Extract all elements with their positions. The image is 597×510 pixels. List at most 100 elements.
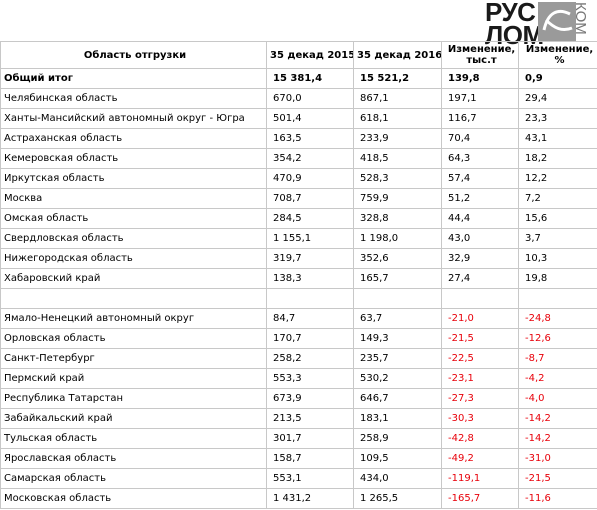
cell-y2015: 708,7: [266, 188, 354, 209]
cell-y2016: 1 198,0: [353, 228, 442, 249]
cell-region: Омская область: [0, 208, 267, 229]
header-region: Область отгрузки: [0, 41, 267, 69]
total-2016: 15 521,2: [353, 68, 442, 89]
table-row: Забайкальский край 213,5 183,1 -30,3 -14,2: [0, 408, 597, 429]
cell-region: Астраханская область: [0, 128, 267, 149]
total-region: Общий итог: [0, 68, 267, 89]
cell-y2015: 1 155,1: [266, 228, 354, 249]
cell-change-pct: -4,0: [518, 388, 597, 409]
cell-region: Ямало-Ненецкий автономный округ: [0, 308, 267, 329]
cell-region: Челябинская область: [0, 88, 267, 109]
cell-change-pct: 12,2: [518, 168, 597, 189]
cell-region: Москва: [0, 188, 267, 209]
cell-y2015: 301,7: [266, 428, 354, 449]
cell-region: Забайкальский край: [0, 408, 267, 429]
cell-y2015: 501,4: [266, 108, 354, 129]
cell-y2015: 84,7: [266, 308, 354, 329]
cell-y2015: 319,7: [266, 248, 354, 269]
table-row: Орловская область 170,7 149,3 -21,5 -12,6: [0, 328, 597, 349]
cell-change-pct: 29,4: [518, 88, 597, 109]
cell-y2015: 673,9: [266, 388, 354, 409]
cell-change-abs: -119,1: [441, 468, 519, 489]
cell-y2015: 170,7: [266, 328, 354, 349]
cell-y2016: 759,9: [353, 188, 442, 209]
cell-change-pct: -24,8: [518, 308, 597, 329]
cell-region: Пермский край: [0, 368, 267, 389]
empty-cell: [518, 288, 597, 309]
cell-change-abs: 44,4: [441, 208, 519, 229]
total-2015: 15 381,4: [266, 68, 354, 89]
cell-change-pct: 19,8: [518, 268, 597, 289]
total-row: Общий итог 15 381,4 15 521,2 139,8 0,9: [0, 68, 597, 89]
cell-y2016: 867,1: [353, 88, 442, 109]
cell-change-abs: -22,5: [441, 348, 519, 369]
empty-cell: [0, 288, 267, 309]
cell-region: Тульская область: [0, 428, 267, 449]
total-change-pct: 0,9: [518, 68, 597, 89]
cell-change-pct: 7,2: [518, 188, 597, 209]
header-change-pct: Изменение, %: [518, 41, 597, 69]
table-row: Санкт-Петербург 258,2 235,7 -22,5 -8,7: [0, 348, 597, 369]
table-row: Челябинская область 670,0 867,1 197,1 29,4: [0, 88, 597, 109]
cell-y2016: 183,1: [353, 408, 442, 429]
cell-y2016: 528,3: [353, 168, 442, 189]
cell-y2016: 434,0: [353, 468, 442, 489]
cell-region: Хабаровский край: [0, 268, 267, 289]
cell-change-pct: -14,2: [518, 428, 597, 449]
cell-change-pct: 23,3: [518, 108, 597, 129]
cell-y2015: 258,2: [266, 348, 354, 369]
cell-region: Ярославская область: [0, 448, 267, 469]
cell-y2016: 618,1: [353, 108, 442, 129]
empty-cell: [441, 288, 519, 309]
cell-region: Свердловская область: [0, 228, 267, 249]
cell-change-pct: -31,0: [518, 448, 597, 469]
cell-change-pct: 43,1: [518, 128, 597, 149]
logo-emblem-icon: [538, 2, 576, 42]
cell-change-abs: -21,0: [441, 308, 519, 329]
cell-change-abs: 43,0: [441, 228, 519, 249]
total-change-abs: 139,8: [441, 68, 519, 89]
ruslom-logo: РУС ЛОМ КОМ: [483, 0, 597, 50]
cell-change-abs: -42,8: [441, 428, 519, 449]
cell-change-abs: -165,7: [441, 488, 519, 509]
table-row: Московская область 1 431,2 1 265,5 -165,7 -1…: [0, 488, 597, 509]
cell-y2016: 109,5: [353, 448, 442, 469]
table-row: Астраханская область 163,5 233,9 70,4 43,1: [0, 128, 597, 149]
cell-region: Ханты-Мансийский автономный округ - Югра: [0, 108, 267, 129]
logo-word-kom: КОМ: [572, 2, 589, 35]
table-row: Пермский край 553,3 530,2 -23,1 -4,2: [0, 368, 597, 389]
logo-word-rus: РУС: [485, 0, 536, 27]
cell-y2016: 149,3: [353, 328, 442, 349]
cell-y2016: 646,7: [353, 388, 442, 409]
table-row: Омская область 284,5 328,8 44,4 15,6: [0, 208, 597, 229]
cell-change-abs: -27,3: [441, 388, 519, 409]
cell-y2016: 235,7: [353, 348, 442, 369]
cell-region: Кемеровская область: [0, 148, 267, 169]
cell-region: Московская область: [0, 488, 267, 509]
empty-cell: [266, 288, 354, 309]
header-2015: 35 декад 2015: [266, 41, 354, 69]
cell-y2015: 354,2: [266, 148, 354, 169]
table-header-row: Область отгрузки 35 декад 2015 35 декад …: [0, 41, 597, 69]
cell-region: Орловская область: [0, 328, 267, 349]
cell-change-abs: -49,2: [441, 448, 519, 469]
cell-change-pct: -11,6: [518, 488, 597, 509]
table-row: Самарская область 553,1 434,0 -119,1 -21,5: [0, 468, 597, 489]
cell-region: Санкт-Петербург: [0, 348, 267, 369]
table-row: Ямало-Ненецкий автономный округ 84,7 63,7-…: [0, 308, 597, 329]
cell-change-pct: -4,2: [518, 368, 597, 389]
cell-y2015: 284,5: [266, 208, 354, 229]
cell-change-abs: -30,3: [441, 408, 519, 429]
cell-y2015: 138,3: [266, 268, 354, 289]
cell-change-abs: -23,1: [441, 368, 519, 389]
cell-y2016: 352,6: [353, 248, 442, 269]
header-change-abs: Изменение, тыс.т: [441, 41, 519, 69]
cell-change-pct: 18,2: [518, 148, 597, 169]
cell-y2015: 163,5: [266, 128, 354, 149]
cell-change-abs: 27,4: [441, 268, 519, 289]
cell-change-abs: -21,5: [441, 328, 519, 349]
cell-change-pct: 10,3: [518, 248, 597, 269]
table-row: Кемеровская область 354,2 418,5 64,3 18,2: [0, 148, 597, 169]
cell-y2016: 165,7: [353, 268, 442, 289]
cell-change-abs: 57,4: [441, 168, 519, 189]
